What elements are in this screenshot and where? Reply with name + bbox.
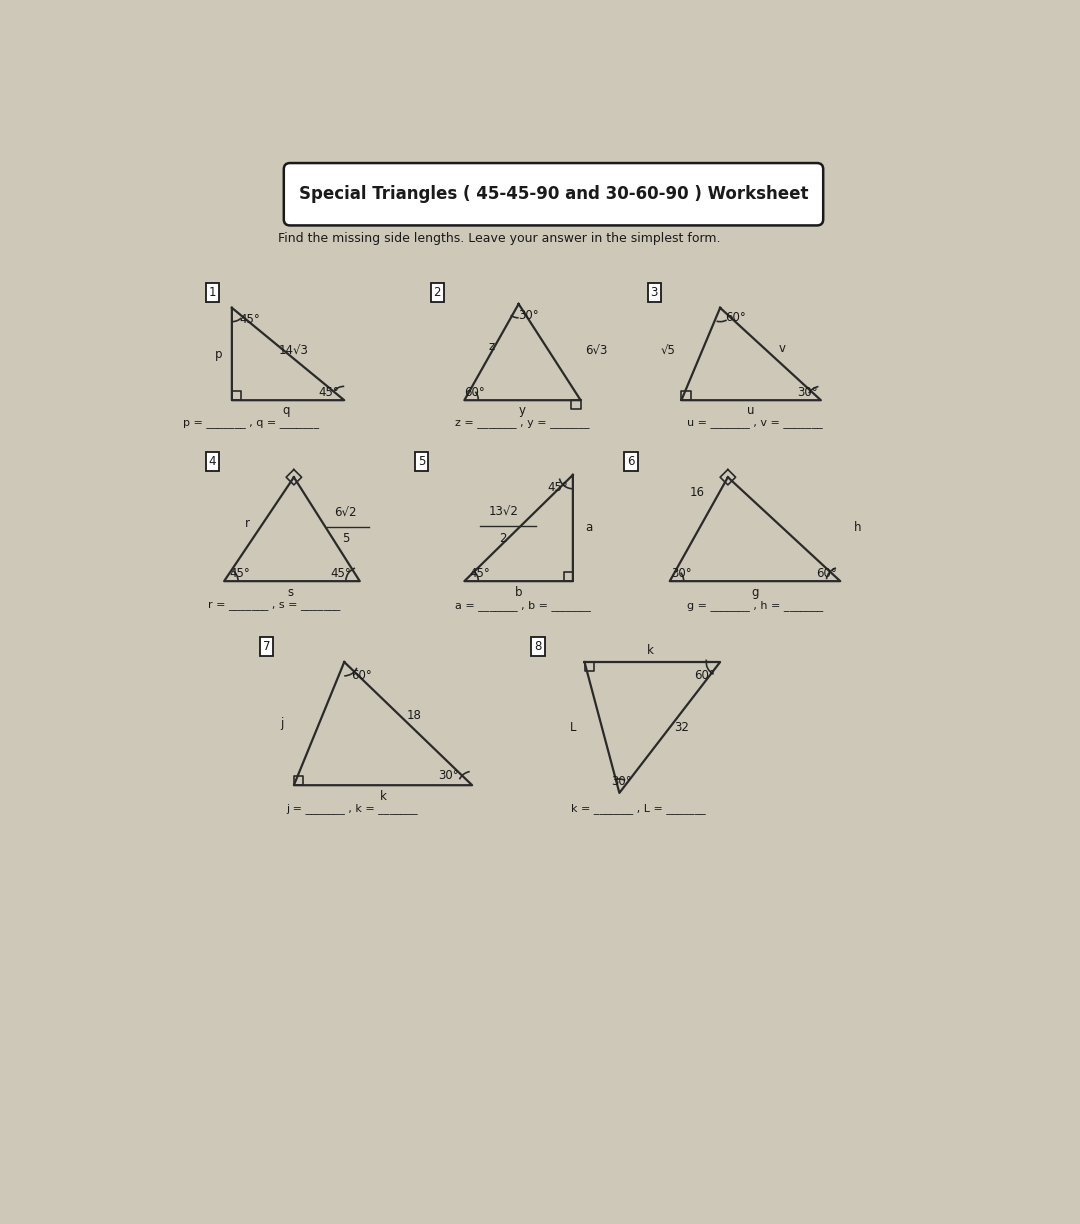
Text: 16: 16: [689, 486, 704, 499]
Text: 45°: 45°: [330, 567, 351, 580]
Text: 7: 7: [264, 640, 270, 654]
Text: 8: 8: [535, 640, 542, 654]
Text: Find the missing side lengths. Leave your answer in the simplest form.: Find the missing side lengths. Leave you…: [278, 233, 720, 245]
Text: b: b: [515, 586, 523, 600]
Text: 45°: 45°: [470, 567, 490, 580]
Text: 30°: 30°: [518, 308, 539, 322]
Text: 45°: 45°: [229, 567, 249, 580]
Text: 5: 5: [418, 455, 426, 469]
Text: v: v: [779, 343, 785, 355]
Text: 6: 6: [627, 455, 635, 469]
Text: 30°: 30°: [671, 567, 691, 580]
Text: 32: 32: [674, 721, 689, 734]
Text: p: p: [215, 348, 222, 361]
Text: 2: 2: [433, 286, 441, 299]
Text: 4: 4: [208, 455, 216, 469]
Text: p = _______ , q = _______: p = _______ , q = _______: [184, 419, 320, 428]
Text: r = _______ , s = _______: r = _______ , s = _______: [208, 601, 340, 611]
Text: 30°: 30°: [797, 386, 818, 399]
Text: k: k: [379, 791, 387, 803]
Text: 13√2: 13√2: [488, 506, 518, 518]
Text: z = _______ , y = _______: z = _______ , y = _______: [456, 419, 590, 428]
Text: √5: √5: [661, 345, 676, 359]
Text: 6√2: 6√2: [335, 507, 357, 520]
Text: Special Triangles ( 45-45-90 and 30-60-90 ) Worksheet: Special Triangles ( 45-45-90 and 30-60-9…: [299, 185, 808, 203]
Text: 60°: 60°: [351, 668, 372, 682]
Text: L: L: [569, 721, 576, 734]
Text: 60°: 60°: [726, 311, 746, 324]
Text: 45°: 45°: [240, 313, 260, 326]
Text: 60°: 60°: [464, 386, 485, 399]
Text: g = _______ , h = _______: g = _______ , h = _______: [687, 600, 823, 611]
Text: g: g: [752, 586, 759, 600]
Text: 5: 5: [342, 532, 350, 546]
Text: u = _______ , v = _______: u = _______ , v = _______: [687, 419, 823, 428]
Text: 45°: 45°: [319, 386, 339, 399]
Text: z: z: [488, 340, 495, 353]
Text: 30°: 30°: [438, 769, 459, 782]
Text: j = _______ , k = _______: j = _______ , k = _______: [286, 803, 418, 814]
Text: r: r: [245, 517, 249, 530]
Text: s: s: [287, 586, 293, 600]
Text: 1: 1: [208, 286, 216, 299]
Text: j: j: [281, 717, 284, 730]
Text: 30°: 30°: [611, 775, 632, 788]
Text: 45°: 45°: [546, 481, 568, 493]
Text: y: y: [519, 404, 526, 416]
Text: 60°: 60°: [694, 668, 715, 682]
Text: k: k: [647, 644, 653, 657]
FancyBboxPatch shape: [284, 163, 823, 225]
Text: u: u: [747, 404, 755, 416]
Text: 2: 2: [499, 532, 507, 546]
Text: a: a: [584, 520, 592, 534]
Text: a = _______ , b = _______: a = _______ , b = _______: [455, 600, 591, 611]
Text: q: q: [282, 404, 289, 416]
Text: 3: 3: [650, 286, 658, 299]
Text: 14√3: 14√3: [279, 345, 309, 359]
Text: 60°: 60°: [815, 567, 837, 580]
Text: h: h: [853, 520, 861, 534]
Text: 6√3: 6√3: [585, 345, 607, 359]
Text: 18: 18: [406, 710, 421, 722]
Text: k = _______ , L = _______: k = _______ , L = _______: [571, 803, 706, 814]
